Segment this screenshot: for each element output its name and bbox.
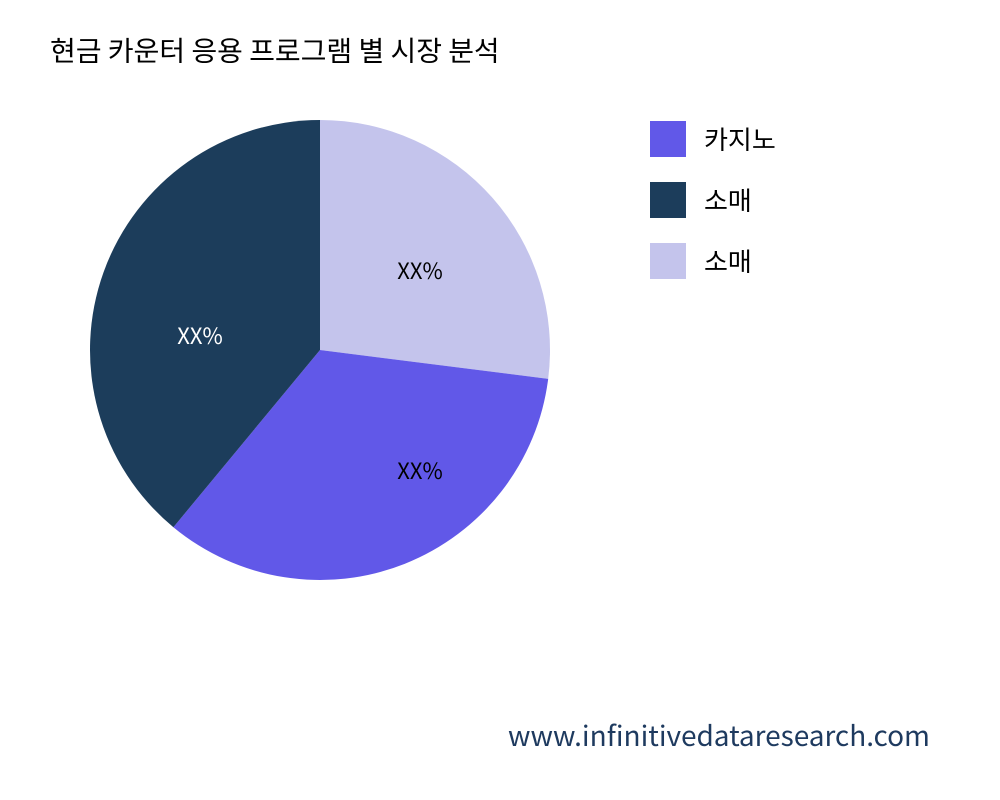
legend-item-2: 소매 xyxy=(650,242,776,279)
legend-swatch-1 xyxy=(650,182,686,218)
pie-slice-0 xyxy=(320,120,550,379)
slice-label-1: XX% xyxy=(397,454,442,486)
legend-label-2: 소매 xyxy=(704,242,752,279)
chart-title: 현금 카운터 응용 프로그램 별 시장 분석 xyxy=(50,30,500,70)
legend: 카지노소매소매 xyxy=(650,120,776,303)
slice-label-2: XX% xyxy=(177,319,222,351)
legend-swatch-0 xyxy=(650,121,686,157)
legend-swatch-2 xyxy=(650,243,686,279)
pie-chart: XX% XX% XX% xyxy=(70,100,570,600)
pie-svg xyxy=(70,100,570,600)
legend-label-0: 카지노 xyxy=(704,120,776,157)
footer-attribution: www.infinitivedataresearch.com xyxy=(508,715,930,755)
legend-label-1: 소매 xyxy=(704,181,752,218)
slice-label-0: XX% xyxy=(397,254,442,286)
legend-item-0: 카지노 xyxy=(650,120,776,157)
legend-item-1: 소매 xyxy=(650,181,776,218)
